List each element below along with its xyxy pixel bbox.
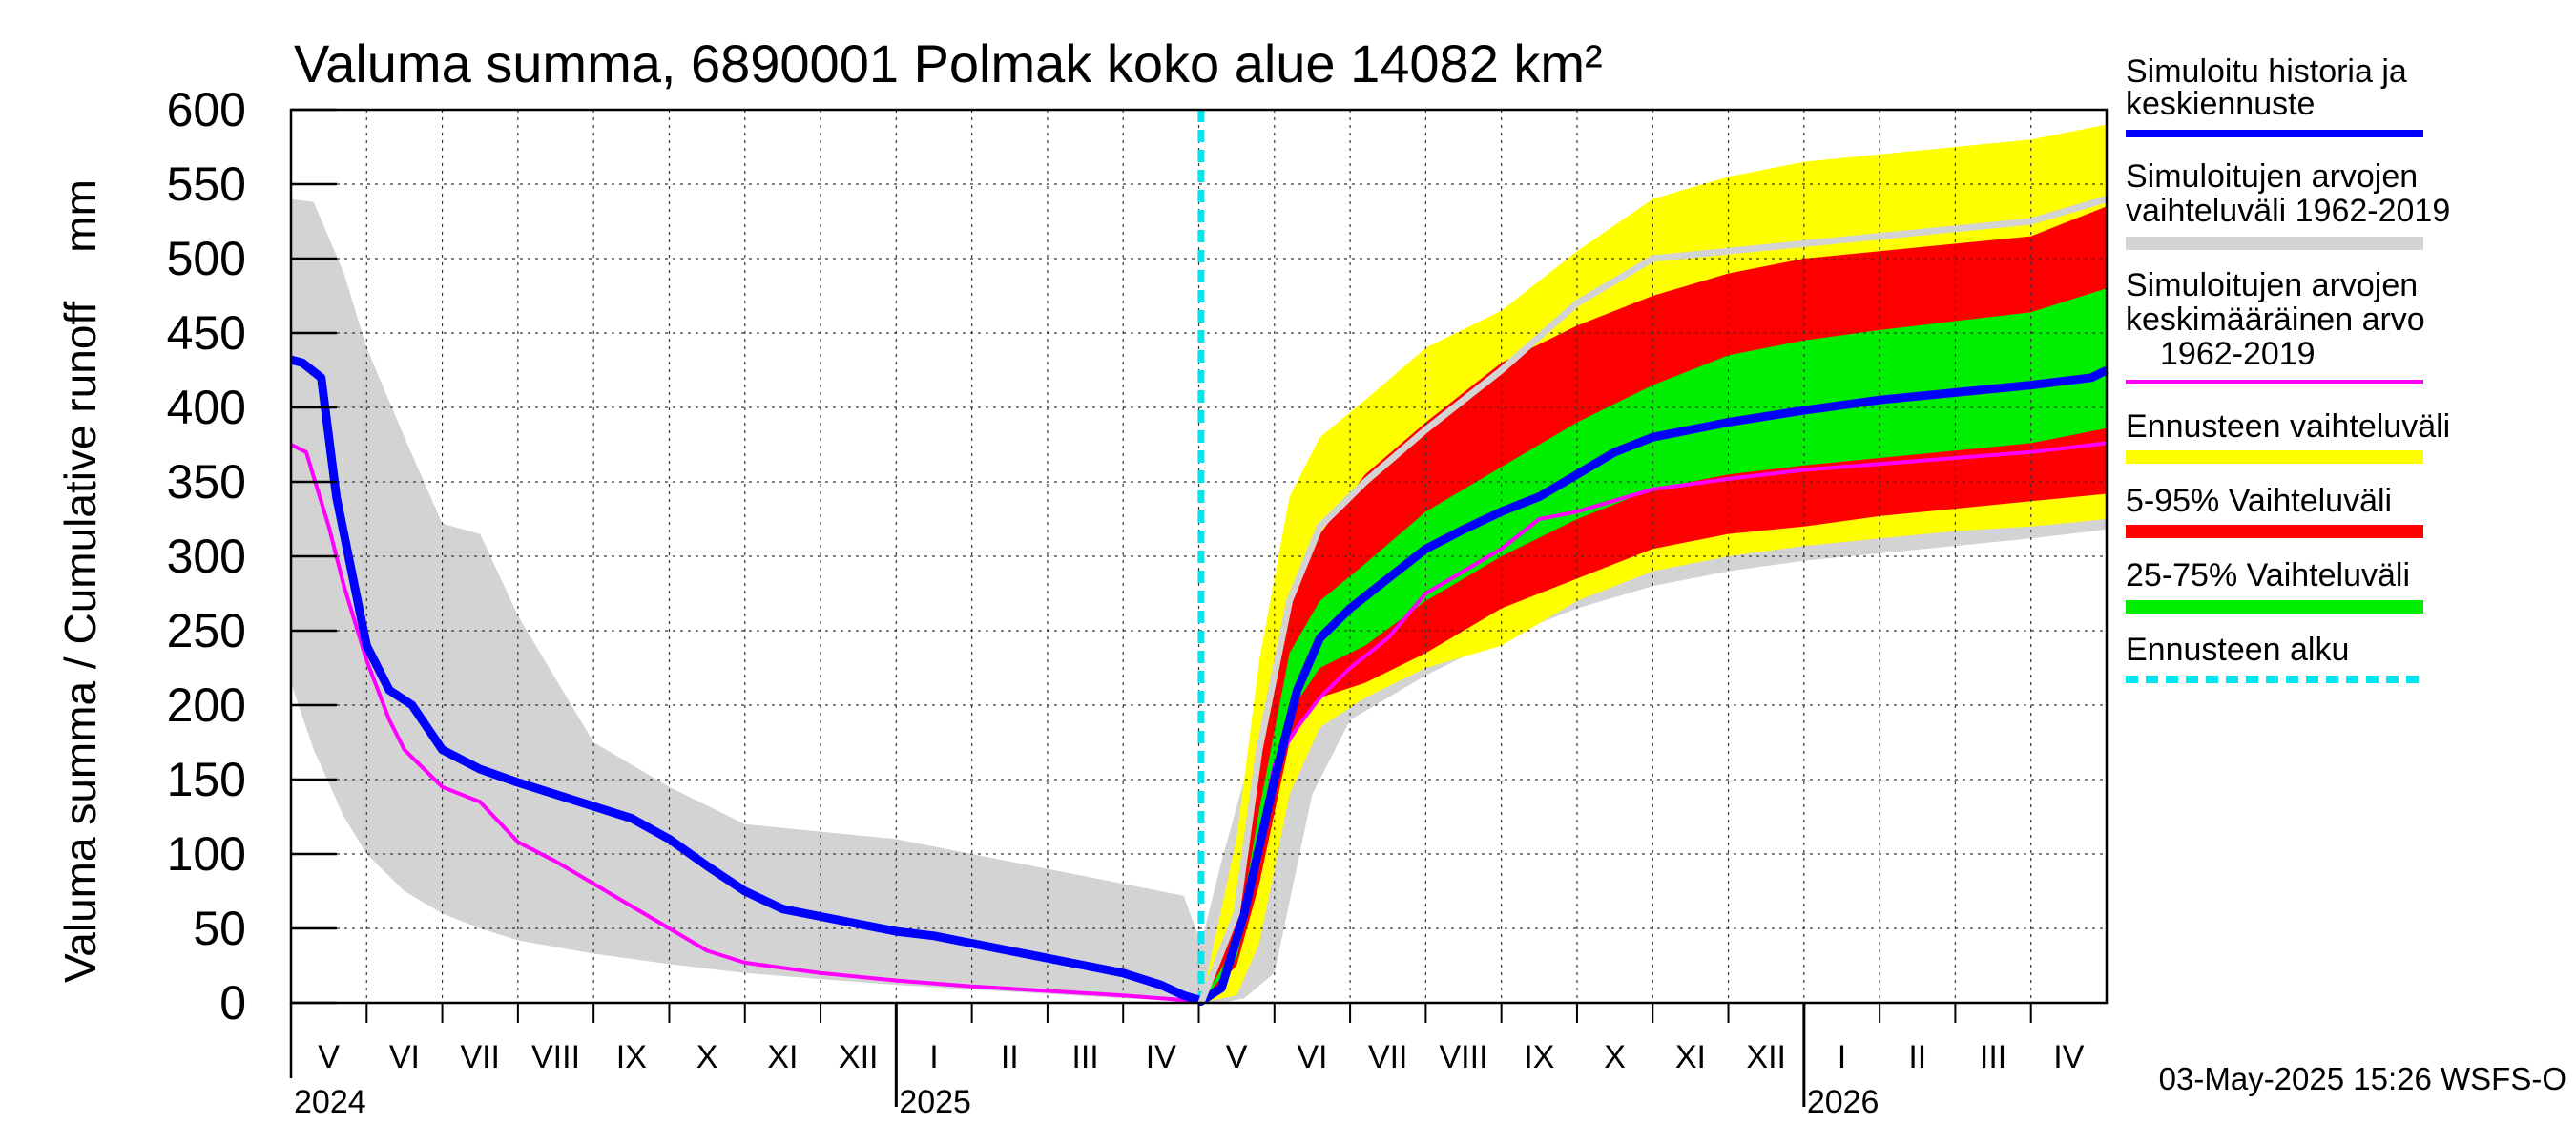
year-label-1: 2025 bbox=[899, 1084, 971, 1120]
y-tick-label-10: 500 bbox=[167, 232, 246, 285]
y-tick-label-12: 600 bbox=[167, 83, 246, 136]
legend-label-range-2: vaihteluväli 1962-2019 bbox=[2126, 193, 2450, 229]
legend-label-forecast-start: Ennusteen alku bbox=[2126, 632, 2349, 668]
month-label-15: VIII bbox=[1440, 1039, 1488, 1075]
y-tick-label-11: 550 bbox=[167, 157, 246, 211]
year-label-0: 2024 bbox=[294, 1084, 366, 1120]
month-label-16: IX bbox=[1524, 1039, 1554, 1075]
month-label-8: I bbox=[929, 1039, 938, 1075]
month-label-2: VII bbox=[460, 1039, 500, 1075]
legend-label-forecast-range: Ennusteen vaihteluväli bbox=[2126, 408, 2450, 445]
y-tick-label-1: 50 bbox=[193, 902, 246, 955]
year-label-2: 2026 bbox=[1807, 1084, 1880, 1120]
month-label-9: II bbox=[1001, 1039, 1019, 1075]
y-axis-label: Valuma summa / Cumulative runoff mm bbox=[55, 179, 105, 983]
legend-label-history-1: Simuloitu historia ja bbox=[2126, 53, 2407, 90]
legend-label-mean-3: 1962-2019 bbox=[2160, 336, 2316, 372]
y-tick-label-8: 400 bbox=[167, 381, 246, 434]
y-axis-ticks: 0 50 100 150 200 250 300 350 400 450 500 550 600 bbox=[167, 83, 337, 1030]
chart-title: Valuma summa, 6890001 Polmak koko alue 1… bbox=[294, 33, 1603, 94]
x-axis: V VI VII VIII IX X XI XII I II III IV V VI VII VIII IX X X… bbox=[289, 1003, 2085, 1120]
month-label-11: IV bbox=[1146, 1039, 1176, 1075]
month-label-7: XII bbox=[839, 1039, 879, 1075]
series-line-1 bbox=[289, 355, 2109, 1006]
series-bands bbox=[291, 124, 2107, 1004]
series-lines bbox=[289, 110, 2109, 1006]
month-label-4: IX bbox=[616, 1039, 647, 1075]
legend-label-5-95: 5-95% Vaihteluväli bbox=[2126, 483, 2392, 519]
month-label-14: VII bbox=[1368, 1039, 1408, 1075]
legend-label-range-1: Simuloitujen arvojen bbox=[2126, 158, 2418, 195]
y-tick-label-0: 0 bbox=[219, 976, 246, 1030]
month-label-6: XI bbox=[767, 1039, 798, 1075]
month-label-0: V bbox=[318, 1039, 340, 1075]
month-label-19: XII bbox=[1746, 1039, 1786, 1075]
month-label-23: IV bbox=[2053, 1039, 2084, 1075]
series-line-0 bbox=[290, 441, 2108, 1005]
legend-label-history-2: keskiennuste bbox=[2126, 86, 2315, 122]
y-tick-label-7: 350 bbox=[167, 455, 246, 509]
month-label-21: II bbox=[1908, 1039, 1926, 1075]
legend-label-25-75: 25-75% Vaihteluväli bbox=[2126, 557, 2410, 593]
month-label-13: VI bbox=[1297, 1039, 1327, 1075]
y-tick-label-2: 100 bbox=[167, 827, 246, 881]
legend-label-mean-2: keskimääräinen arvo bbox=[2126, 302, 2425, 338]
month-label-22: III bbox=[1980, 1039, 2006, 1075]
y-tick-label-9: 450 bbox=[167, 306, 246, 360]
month-label-12: V bbox=[1226, 1039, 1248, 1075]
month-label-18: XI bbox=[1675, 1039, 1706, 1075]
legend-label-mean-1: Simuloitujen arvojen bbox=[2126, 267, 2418, 303]
timestamp: 03-May-2025 15:26 WSFS-O bbox=[2159, 1061, 2566, 1096]
month-label-3: VIII bbox=[531, 1039, 580, 1075]
month-label-1: VI bbox=[389, 1039, 420, 1075]
legend: Simuloitu historia ja keskiennuste Simul… bbox=[2126, 53, 2450, 683]
month-label-17: X bbox=[1604, 1039, 1626, 1075]
y-tick-label-3: 150 bbox=[167, 753, 246, 806]
y-tick-label-5: 250 bbox=[167, 604, 246, 657]
month-label-10: III bbox=[1071, 1039, 1098, 1075]
series-line-2 bbox=[1197, 196, 2108, 1005]
y-tick-label-4: 200 bbox=[167, 678, 246, 732]
band-3 bbox=[1200, 288, 2107, 1003]
month-label-20: I bbox=[1838, 1039, 1846, 1075]
y-tick-label-6: 300 bbox=[167, 530, 246, 583]
month-label-5: X bbox=[696, 1039, 718, 1075]
